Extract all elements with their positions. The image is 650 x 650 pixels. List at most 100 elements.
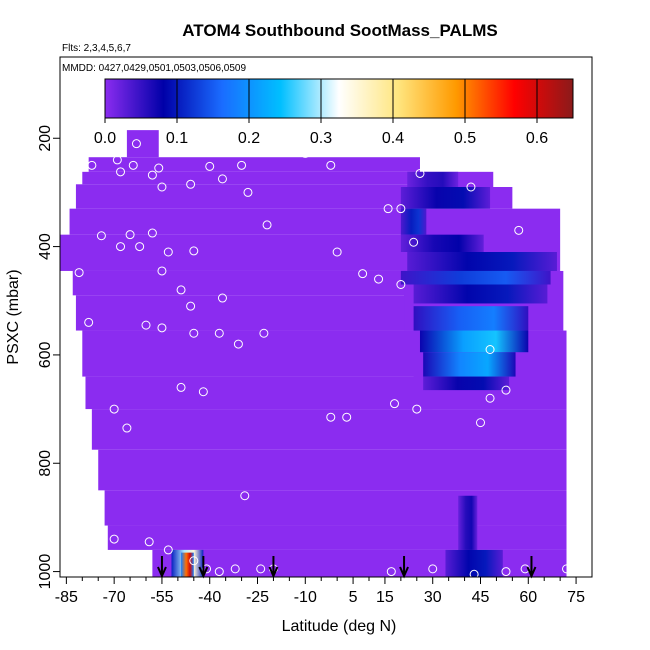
sample-point xyxy=(389,399,399,409)
flight-arrow-head xyxy=(198,566,209,579)
x-axis-tick-label: -25 xyxy=(246,589,269,606)
sample-point xyxy=(186,301,196,311)
sample-point xyxy=(214,567,224,577)
sample-point xyxy=(74,268,84,278)
colorbar-tick-label: 0.0 xyxy=(94,130,116,147)
sample-point xyxy=(96,231,106,241)
sample-point xyxy=(501,385,511,395)
sample-point xyxy=(412,404,422,414)
flight-arrow-head xyxy=(268,566,279,579)
background-cell xyxy=(104,490,567,526)
background-cell xyxy=(82,330,427,377)
sample-point xyxy=(358,269,368,279)
sample-point xyxy=(217,174,227,184)
x-axis-tick-label: 60 xyxy=(519,589,537,606)
sample-point xyxy=(176,382,186,392)
sample-point xyxy=(383,204,393,214)
flight-arrows xyxy=(157,556,537,579)
highlight-cell xyxy=(413,284,548,304)
sample-point xyxy=(128,160,138,170)
y-axis-tick-label: 200 xyxy=(37,125,54,152)
sample-point xyxy=(189,246,199,256)
x-axis-tick-label: 5 xyxy=(349,589,358,606)
flights-subtitle: Flts: 2,3,4,5,6,7 xyxy=(62,43,131,54)
y-axis-label: PSXC (mbar) xyxy=(5,269,22,364)
background-cell xyxy=(91,409,567,450)
x-axis: -85 -70 -55 -40 -25 -10 5 15 30 45 60 75 xyxy=(55,577,585,606)
highlight-cell xyxy=(419,330,529,353)
sample-point xyxy=(87,160,97,170)
colorbar-tick-label: 0.1 xyxy=(166,130,188,147)
background-cell xyxy=(85,376,433,410)
background-cell xyxy=(69,208,408,235)
chart-title: ATOM4 Southbound SootMass_PALMS xyxy=(182,21,497,40)
sample-point xyxy=(466,182,476,192)
sample-point xyxy=(141,320,151,330)
sample-point xyxy=(214,328,224,338)
colorbar-bar xyxy=(104,78,574,119)
sample-point xyxy=(485,345,495,354)
y-axis-tick-label: 600 xyxy=(37,341,54,368)
background-cell xyxy=(98,449,567,491)
highlight-cell xyxy=(407,252,557,271)
sample-point xyxy=(109,404,119,414)
x-axis-tick-label: -55 xyxy=(150,589,173,606)
sample-point xyxy=(131,139,141,149)
flight-arrow-head xyxy=(526,566,537,579)
background-cell xyxy=(72,270,414,296)
sample-point xyxy=(396,204,406,214)
y-axis: 200 400 600 800 1000 xyxy=(37,125,60,589)
background-cell xyxy=(75,295,420,331)
x-axis-tick-label: -70 xyxy=(103,589,126,606)
flight-arrow-head xyxy=(399,566,409,579)
sample-point xyxy=(144,537,154,547)
highlight-cell xyxy=(445,549,503,577)
sample-point xyxy=(157,266,167,276)
x-axis-tick-label: 45 xyxy=(472,589,490,606)
sample-point xyxy=(189,556,199,566)
sample-point xyxy=(300,148,310,158)
background-cell xyxy=(82,171,420,185)
sample-point xyxy=(186,179,196,189)
background-cell xyxy=(126,130,159,158)
sample-point xyxy=(205,161,215,171)
highlight-cell xyxy=(400,187,491,209)
sample-point xyxy=(469,569,479,577)
background-cells xyxy=(60,130,567,577)
highlight-cell xyxy=(400,270,551,285)
sample-point xyxy=(409,237,419,247)
sample-point xyxy=(374,274,384,284)
x-axis-tick-label: -10 xyxy=(294,589,317,606)
highlight-cell xyxy=(423,352,516,377)
sample-point xyxy=(326,412,336,422)
sample-point xyxy=(147,228,157,238)
highlight-cells xyxy=(171,171,557,577)
colorbar: 0.0 0.1 0.2 0.3 0.4 0.5 0.6 xyxy=(94,78,574,147)
x-axis-tick-label: -85 xyxy=(55,589,78,606)
x-axis-tick-label: 30 xyxy=(424,589,442,606)
sample-point xyxy=(198,387,208,397)
sample-point xyxy=(240,491,250,501)
flight-arrow-head xyxy=(157,566,167,579)
highlight-cell xyxy=(407,171,459,187)
background-cell xyxy=(60,234,408,271)
highlight-cell xyxy=(400,234,484,252)
sample-point xyxy=(501,567,511,577)
sample-point xyxy=(154,163,164,173)
background-cell xyxy=(152,549,567,577)
y-axis-tick-label: 400 xyxy=(37,233,54,260)
sample-point xyxy=(163,247,173,257)
sample-point xyxy=(135,242,145,252)
colorbar-tick-label: 0.2 xyxy=(238,130,260,147)
sample-point xyxy=(125,230,135,240)
sample-point xyxy=(116,242,126,252)
sample-point xyxy=(332,247,342,257)
highlight-cell xyxy=(423,376,510,391)
sample-point xyxy=(476,418,486,428)
sample-point xyxy=(326,160,336,170)
colorbar-tick-label: 0.6 xyxy=(526,130,548,147)
y-axis-tick-label: 800 xyxy=(37,450,54,477)
plot-frame xyxy=(59,56,593,578)
colorbar-tick-label: 0.5 xyxy=(454,130,476,147)
